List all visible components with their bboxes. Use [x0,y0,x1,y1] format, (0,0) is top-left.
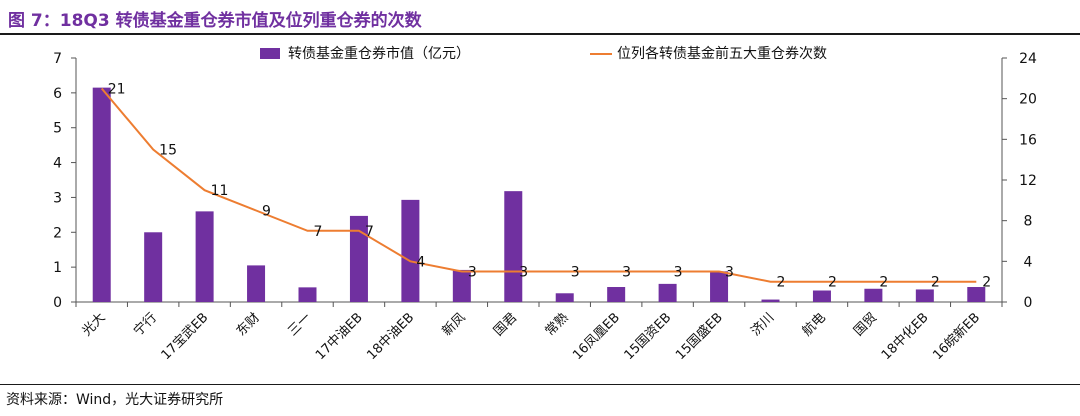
bottom-divider [0,384,1080,385]
line-data-label: 2 [828,275,837,291]
bar [504,191,523,302]
right-tick-label: 16 [1019,132,1037,148]
bar [967,287,986,302]
bar [349,215,368,302]
x-tick-label: 常熟 [542,310,572,340]
bar [812,290,831,302]
line-data-label: 21 [108,82,126,98]
left-tick-label: 0 [53,295,62,311]
bar [915,289,934,302]
legend-line-label: 位列各转债基金前五大重仓券次数 [617,45,827,62]
bar [195,211,214,302]
line-data-label: 4 [416,254,425,270]
bar [144,232,163,302]
x-tick-label: 航电 [799,310,829,340]
left-tick-label: 7 [53,51,62,67]
chart-title: 图 7：18Q3 转债基金重仓券市值及位列重仓券的次数 [8,11,422,31]
x-tick-label: 18中油EB [364,310,417,363]
x-tick-label: 济川 [748,310,777,339]
bar [452,269,471,302]
legend: 转债基金重仓券市值（亿元） 位列各转债基金前五大重仓券次数 [260,45,827,62]
x-tick-label: 新凤 [439,310,469,340]
right-tick-label: 8 [1024,214,1033,230]
left-tick-label: 6 [53,86,62,102]
line-data-label: 3 [725,265,734,281]
line-data-label: 7 [365,224,374,240]
bar [607,287,626,302]
bar [761,299,780,302]
combo-chart: 转债基金重仓券市值（亿元） 位列各转债基金前五大重仓券次数 0123456704… [53,45,1037,364]
x-tick-label: 三一 [285,310,314,339]
x-tick-label: 国君 [491,310,520,339]
line-path [100,87,977,283]
right-tick-label: 4 [1024,254,1033,270]
bar-series [92,87,986,302]
bar [92,87,111,302]
left-tick-label: 5 [53,121,62,137]
line-data-label: 2 [982,275,991,291]
line-data-label: 3 [571,265,580,281]
x-tick-label: 18中化EB [879,310,932,363]
line-data-label: 2 [879,275,888,291]
bar [555,293,574,302]
x-tick-label: 宁行 [130,310,160,340]
x-tick-label: 16皖新EB [930,310,984,364]
bar [710,271,729,302]
right-tick-label: 12 [1019,173,1037,189]
line-series: 21 15 11 9 7 7 4 3 3 3 3 3 3 2 2 2 2 2 [100,82,991,291]
x-tick-label: 16凤凰EB [570,310,623,363]
line-data-label: 11 [211,183,229,199]
right-tick-label: 24 [1019,51,1037,67]
line-data-label: 3 [519,265,528,281]
line-data-label: 3 [468,265,477,281]
left-tick-label: 3 [53,190,62,206]
left-tick-label: 2 [53,225,62,241]
line-data-label: 3 [622,265,631,281]
x-tick-label: 15国资EB [622,310,675,363]
source-note: 资料来源：Wind，光大证券研究所 [6,392,224,408]
line-data-label: 9 [262,204,271,220]
left-tick-label: 4 [53,156,62,172]
bar [658,283,677,302]
bar [298,287,317,302]
legend-bar-swatch [260,48,280,59]
x-tick-label: 17中油EB [313,310,366,363]
legend-bar-label: 转债基金重仓券市值（亿元） [288,45,470,62]
x-tick-label: 17宝武EB [159,310,212,363]
right-tick-label: 0 [1024,295,1033,311]
line-data-label: 3 [674,265,683,281]
x-tick-label: 15国盛EB [673,310,726,363]
bar [864,288,883,302]
x-tick-label: 国贸 [851,310,880,339]
line-data-label: 15 [159,143,177,159]
left-tick-label: 1 [53,260,62,276]
line-data-label: 7 [314,224,323,240]
top-divider [0,33,1080,35]
line-data-label: 2 [931,275,940,291]
line-data-label: 2 [777,275,786,291]
x-tick-label: 东财 [234,310,263,339]
bar [247,265,266,302]
bar [401,199,420,302]
x-tick-label: 光大 [80,310,109,339]
right-tick-label: 20 [1019,92,1037,108]
